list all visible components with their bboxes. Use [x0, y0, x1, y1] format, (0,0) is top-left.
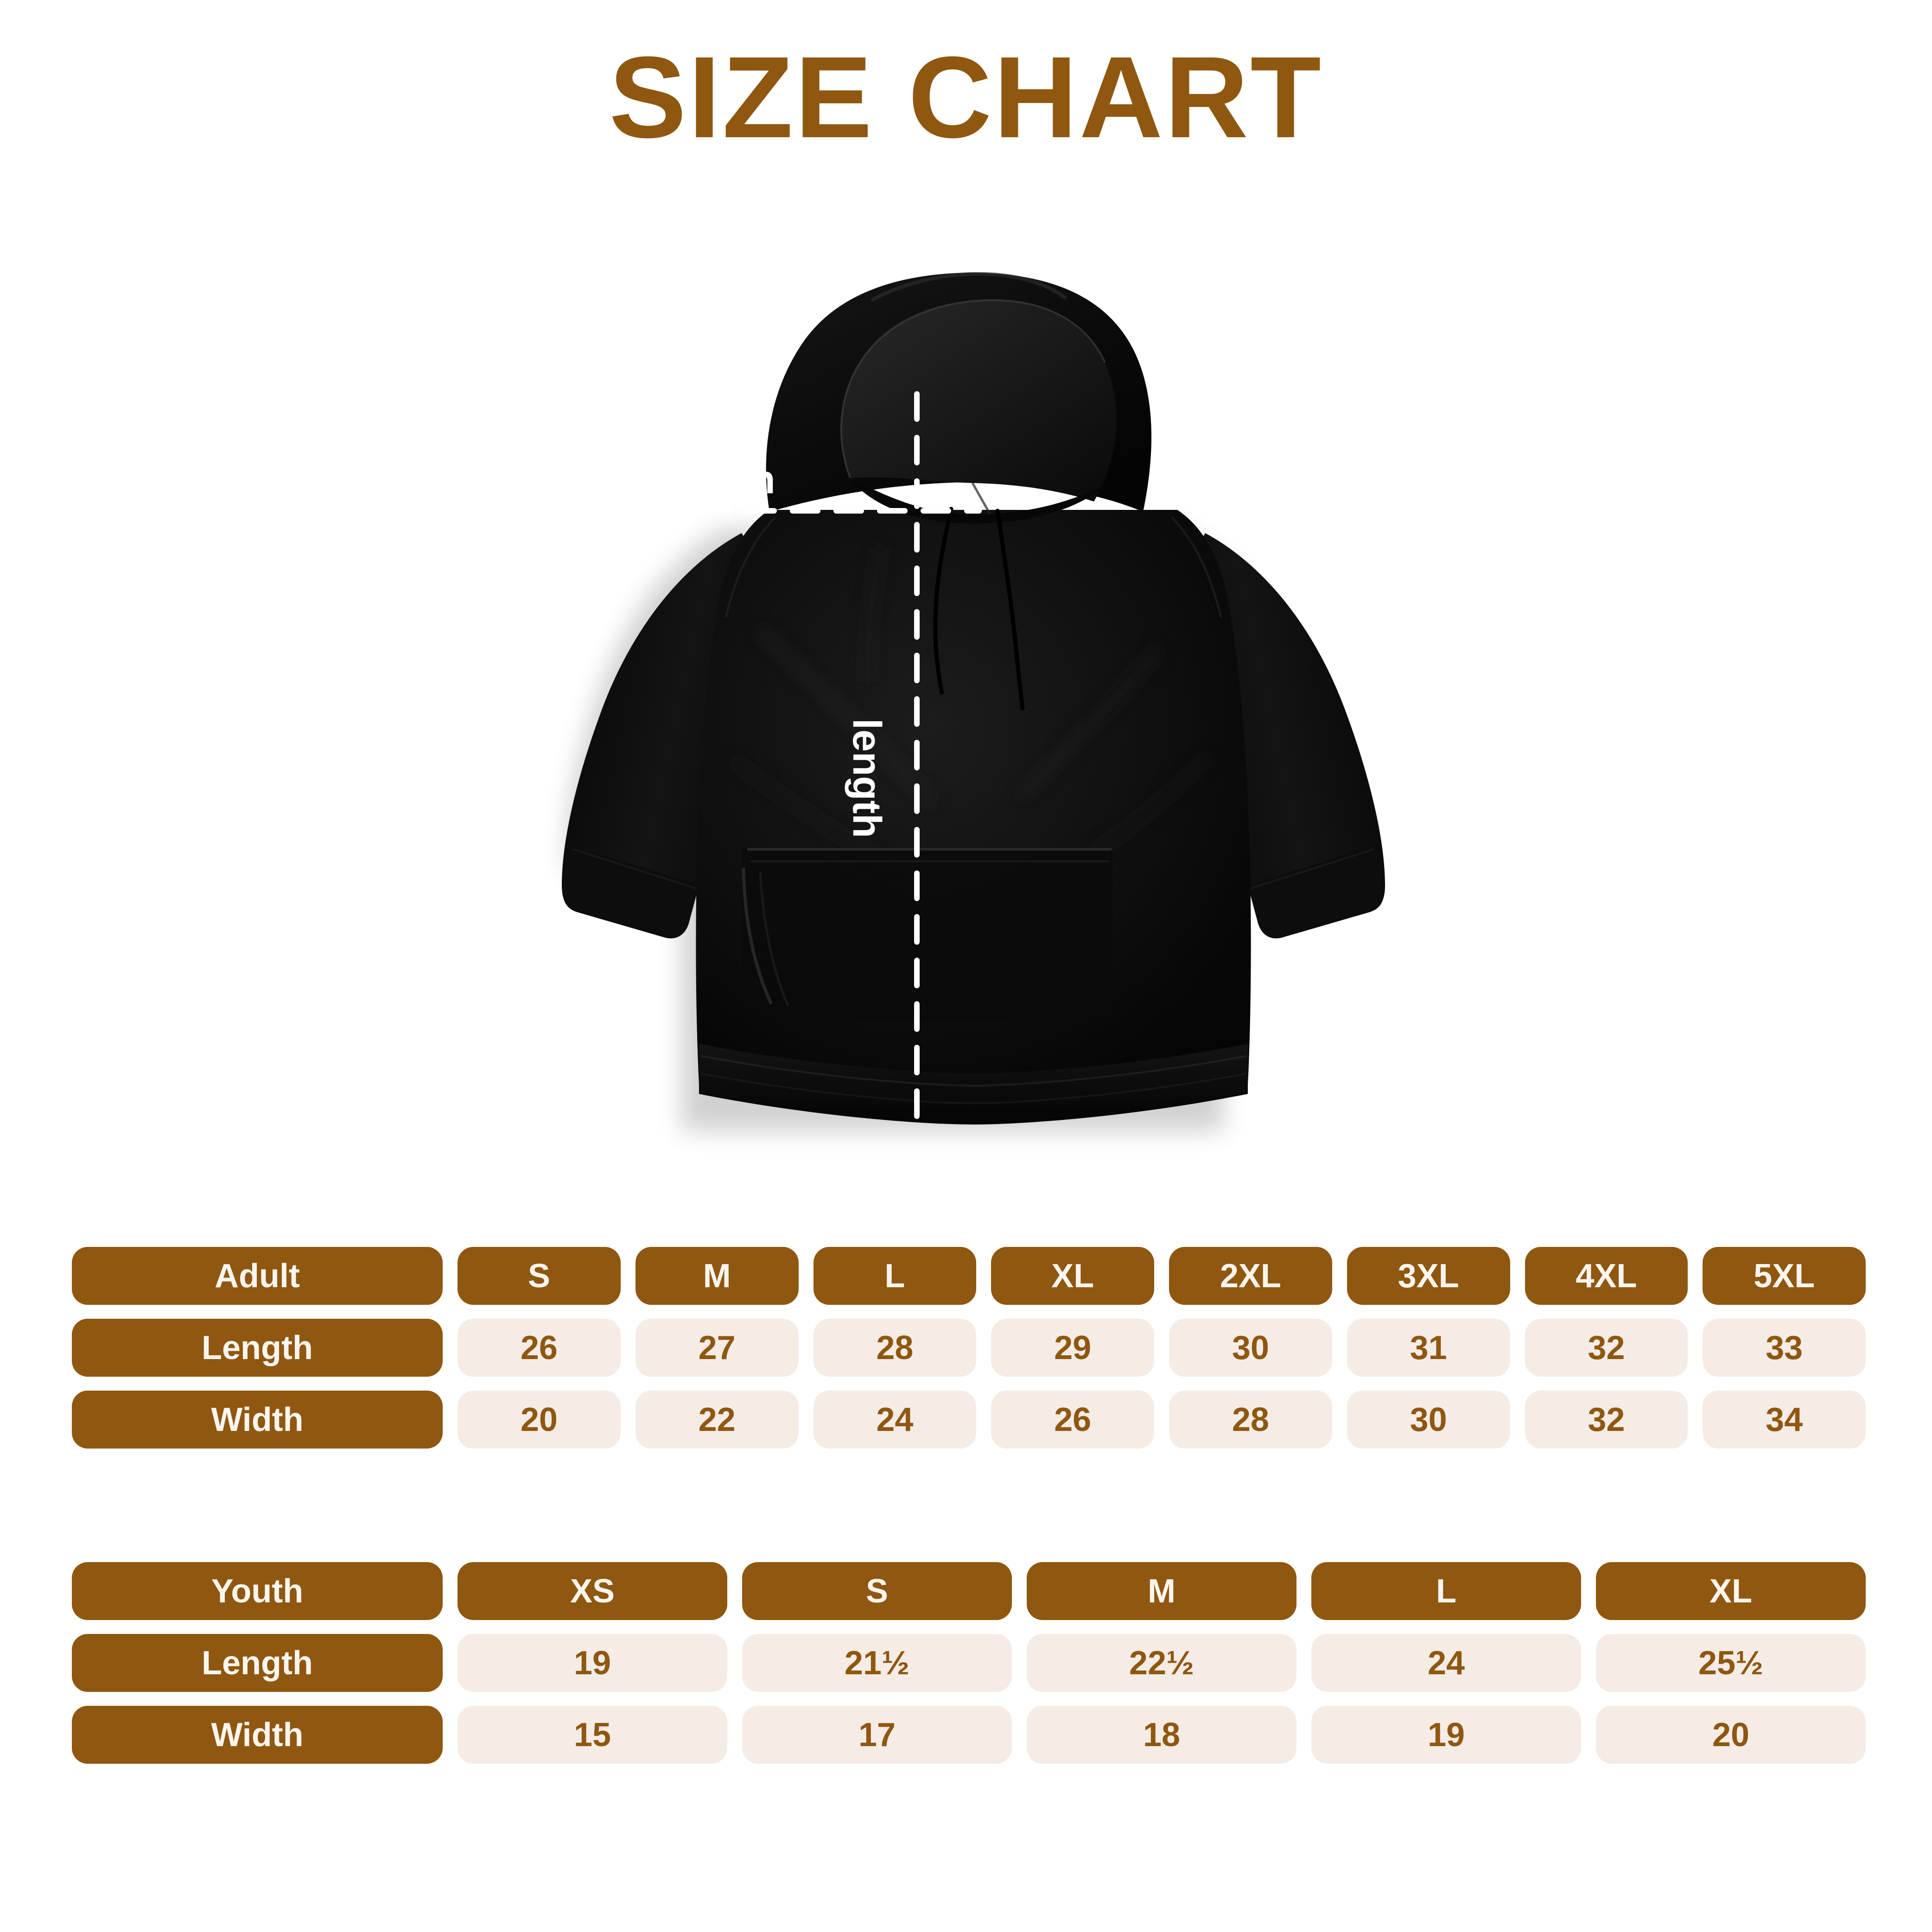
pocket-left-opening — [742, 867, 773, 1005]
adult-size-l[interactable]: L — [813, 1247, 977, 1305]
youth-table-label: Youth — [72, 1562, 443, 1620]
adult-width-label: Width — [72, 1391, 443, 1449]
hoodie-illustration: width length — [464, 176, 1483, 1205]
table-cell: 25½ — [1596, 1634, 1866, 1692]
hood-center-vee — [971, 482, 994, 520]
adult-length-row: Length 26 27 28 29 30 31 32 33 — [72, 1319, 1866, 1377]
pocket-left-opening-2 — [759, 871, 789, 1006]
youth-size-m[interactable]: M — [1027, 1562, 1296, 1620]
table-cell: 24 — [813, 1391, 977, 1449]
adult-table-label: Adult — [72, 1247, 443, 1305]
right-shoulder-seam — [1171, 516, 1222, 618]
table-cell: 19 — [1311, 1706, 1581, 1764]
youth-size-xs[interactable]: XS — [458, 1562, 727, 1620]
youth-size-l[interactable]: L — [1311, 1562, 1581, 1620]
youth-width-label: Width — [72, 1706, 443, 1764]
table-cell: 26 — [458, 1319, 621, 1377]
hoodie-svg — [562, 272, 1385, 1134]
table-cell: 27 — [635, 1319, 799, 1377]
table-cell: 18 — [1027, 1706, 1296, 1764]
left-shoulder-seam — [724, 516, 776, 618]
page-title: SIZE CHART — [609, 32, 1323, 162]
table-cell: 19 — [458, 1634, 727, 1692]
left-cuff-rib — [572, 848, 699, 890]
hem-rib-line-2 — [700, 1073, 1247, 1105]
adult-length-label: Length — [72, 1319, 443, 1377]
hoodie-left-cuff — [562, 845, 699, 939]
table-cell: 30 — [1169, 1319, 1332, 1377]
hoodie-neck-opening — [848, 477, 1104, 524]
adult-header-row: Adult S M L XL 2XL 3XL 4XL 5XL — [72, 1247, 1866, 1305]
adult-size-4xl[interactable]: 4XL — [1525, 1247, 1688, 1305]
hem-rib-line-1 — [700, 1055, 1247, 1087]
hoodie-drawstring-left — [933, 507, 953, 695]
adult-size-xl[interactable]: XL — [991, 1247, 1154, 1305]
table-cell: 20 — [458, 1391, 621, 1449]
adult-size-s[interactable]: S — [458, 1247, 621, 1305]
table-cell: 24 — [1311, 1634, 1581, 1692]
table-cell: 28 — [1169, 1391, 1332, 1449]
table-cell: 17 — [742, 1706, 1012, 1764]
table-cell: 29 — [991, 1319, 1154, 1377]
table-cell: 22½ — [1027, 1634, 1296, 1692]
youth-length-label: Length — [72, 1634, 443, 1692]
right-cuff-rib — [1248, 848, 1374, 890]
table-cell: 20 — [1596, 1706, 1866, 1764]
adult-size-3xl[interactable]: 3XL — [1347, 1247, 1510, 1305]
table-cell: 15 — [458, 1706, 727, 1764]
hood-inner-edge — [840, 299, 1106, 478]
adult-width-row: Width 20 22 24 26 28 30 32 34 — [72, 1391, 1866, 1449]
table-cell: 28 — [813, 1319, 977, 1377]
hoodie-right-cuff — [1248, 845, 1385, 939]
youth-size-s[interactable]: S — [742, 1562, 1012, 1620]
hood-top-scrunch — [871, 272, 1068, 302]
youth-size-xl[interactable]: XL — [1596, 1562, 1866, 1620]
table-cell: 26 — [991, 1391, 1154, 1449]
youth-length-row: Length 19 21½ 22½ 24 25½ — [72, 1634, 1866, 1692]
youth-width-row: Width 15 17 18 19 20 — [72, 1706, 1866, 1764]
youth-header-row: Youth XS S M L XL — [72, 1562, 1866, 1620]
youth-size-table: Youth XS S M L XL Length 19 21½ 22½ 24 2… — [72, 1562, 1866, 1764]
table-cell: 31 — [1347, 1319, 1510, 1377]
table-cell: 32 — [1525, 1319, 1688, 1377]
hoodie-drawstring-right — [995, 508, 1025, 711]
adult-size-2xl[interactable]: 2XL — [1169, 1247, 1332, 1305]
hood-inner-lining — [840, 299, 1117, 502]
table-cell: 30 — [1347, 1391, 1510, 1449]
table-cell: 22 — [635, 1391, 799, 1449]
hoodie-bottom-hem — [699, 1044, 1248, 1125]
table-cell: 34 — [1703, 1391, 1866, 1449]
table-cell: 32 — [1525, 1391, 1688, 1449]
adult-size-m[interactable]: M — [635, 1247, 799, 1305]
table-cell: 33 — [1703, 1319, 1866, 1377]
adult-size-5xl[interactable]: 5XL — [1703, 1247, 1866, 1305]
adult-size-table: Adult S M L XL 2XL 3XL 4XL 5XL Length 26… — [72, 1247, 1866, 1449]
table-cell: 21½ — [742, 1634, 1012, 1692]
pocket-outline — [742, 847, 1112, 1023]
